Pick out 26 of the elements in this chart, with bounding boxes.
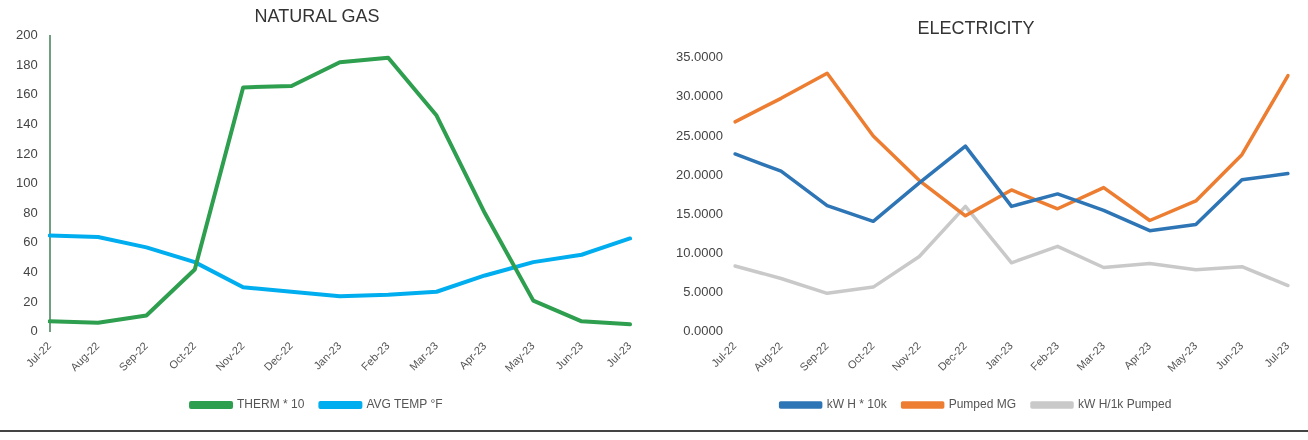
y-tick-label: 40 bbox=[23, 264, 38, 280]
y-tick-label: 0.0000 bbox=[683, 323, 723, 339]
y-tick-label: 140 bbox=[15, 116, 38, 132]
y-tick-label: 80 bbox=[23, 204, 38, 220]
y-tick-label: 5.0000 bbox=[683, 284, 723, 300]
y-tick-label: 120 bbox=[15, 145, 38, 161]
y-tick-label: 60 bbox=[23, 234, 38, 250]
y-tick-label: 160 bbox=[15, 86, 38, 102]
y-tick-label: 0 bbox=[30, 323, 38, 339]
y-tick-label: 20 bbox=[23, 293, 38, 309]
legend-label: kW H * 10k bbox=[826, 397, 888, 412]
y-tick-label: 30.0000 bbox=[675, 88, 723, 104]
legend-label: THERM * 10 bbox=[237, 397, 305, 412]
chart-title: NATURAL GAS bbox=[254, 5, 380, 26]
y-tick-label: 10.0000 bbox=[675, 244, 723, 260]
y-tick-label: 20.0000 bbox=[675, 166, 723, 182]
legend-label: kW H/1k Pumped bbox=[1078, 397, 1172, 412]
y-tick-label: 180 bbox=[15, 56, 38, 72]
legend-label: Pumped MG bbox=[948, 397, 1016, 412]
y-tick-label: 35.0000 bbox=[675, 49, 723, 65]
y-tick-label: 15.0000 bbox=[675, 205, 723, 221]
y-tick-label: 25.0000 bbox=[675, 127, 723, 143]
chart-title: ELECTRICITY bbox=[917, 17, 1035, 38]
legend-label: AVG TEMP °F bbox=[366, 397, 443, 412]
y-tick-label: 200 bbox=[15, 27, 38, 43]
y-tick-label: 100 bbox=[15, 175, 38, 191]
